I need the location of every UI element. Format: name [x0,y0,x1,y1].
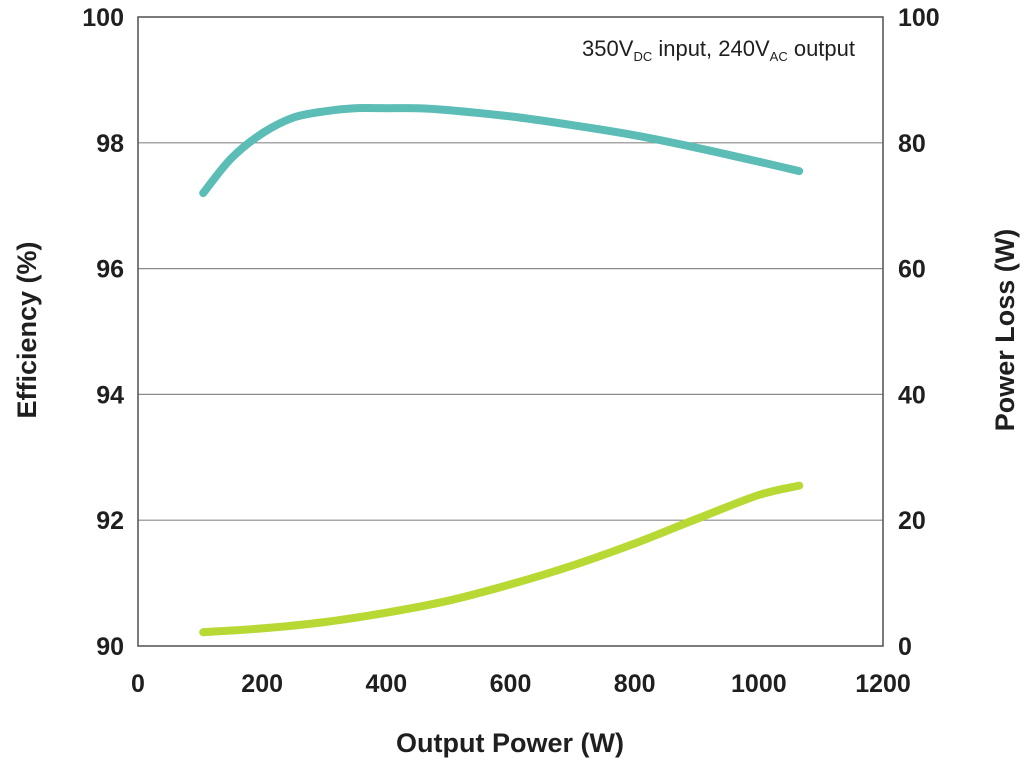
efficiency-line [199,103,804,198]
x-tick-label: 800 [614,670,656,698]
chart-annotation: 350VDC input, 240VAC output [582,36,855,64]
y-left-tick-label: 100 [82,4,124,32]
annotation-prefix: 350V [582,36,634,61]
y-right-tick-label: 80 [898,130,926,158]
y-axis-right-label: Power Loss (W) [990,229,1020,432]
annotation-middle: input, 240V [652,36,770,61]
y-right-tick-label: 0 [898,633,912,661]
y-left-tick-label: 90 [96,633,124,661]
plot-frame [137,16,884,647]
y-right-tick-label: 40 [898,381,926,409]
y-left-tick-label: 96 [96,256,124,284]
x-tick-label: 200 [241,670,283,698]
annotation-suffix: output [788,36,855,61]
y-right-tick-label: 100 [898,4,940,32]
y-left-tick-label: 92 [96,507,124,535]
y-right-tick-label: 20 [898,507,926,535]
annotation-sub-ac: AC [770,49,788,64]
x-axis-label: Output Power (W) [396,728,624,758]
x-tick-label: 600 [490,670,532,698]
x-tick-label: 1200 [855,670,911,698]
power-loss-line [199,481,804,637]
y-right-tick-label: 60 [898,256,926,284]
y-left-tick-label: 94 [96,381,124,409]
annotation-sub-dc: DC [633,49,652,64]
x-tick-label: 0 [131,670,145,698]
y-axis-left-label: Efficiency (%) [12,241,42,418]
gridlines [138,142,883,521]
x-tick-label: 1000 [731,670,787,698]
series-layer [199,103,804,637]
x-tick-label: 400 [365,670,407,698]
y-left-tick-label: 98 [96,130,124,158]
